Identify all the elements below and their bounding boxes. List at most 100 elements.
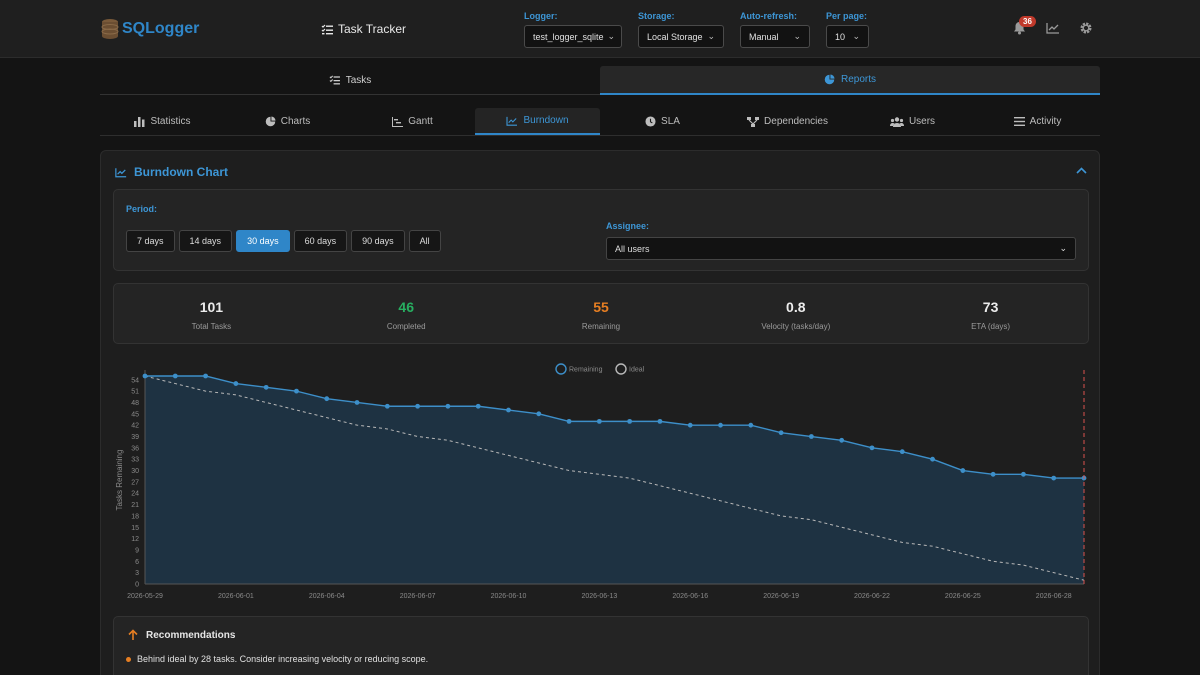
logger-select[interactable]: test_logger_sqlite ⌄ [524, 25, 622, 48]
tab-tasks[interactable]: Tasks [100, 66, 600, 95]
remaining-point [233, 381, 239, 386]
x-tick-label: 2026-06-28 [1036, 593, 1072, 600]
remaining-point [960, 468, 966, 473]
main-tabs: Tasks Reports [100, 66, 1100, 95]
chart-line-icon[interactable] [1045, 20, 1061, 36]
tab-activity[interactable]: Activity [975, 108, 1100, 135]
remaining-point [324, 396, 330, 402]
chevron-up-icon[interactable] [1076, 163, 1087, 177]
ideal-line [144, 375, 1085, 581]
stat-label: Completed [386, 322, 426, 331]
chevron-down-icon: ⌄ [852, 31, 860, 41]
period-all-button[interactable]: All [408, 230, 441, 252]
x-tick-label: 2026-06-22 [854, 593, 890, 600]
storage-value: Local Storage [647, 31, 703, 42]
x-tick-label: 2026-06-16 [672, 593, 708, 600]
clock-icon [645, 116, 656, 127]
app-title[interactable]: Task Tracker [321, 22, 406, 36]
auto-refresh-value: Manual [749, 31, 779, 42]
tab-dependencies[interactable]: Dependencies [725, 108, 850, 135]
notification-badge: 36 [1019, 16, 1036, 27]
tab-charts[interactable]: Charts [225, 108, 350, 135]
tab-dependencies-label: Dependencies [764, 116, 828, 127]
gantt-icon [392, 116, 404, 127]
storage-select[interactable]: Local Storage ⌄ [638, 25, 724, 48]
recommendation-item: Behind ideal by 28 tasks. Consider incre… [126, 654, 428, 664]
tab-statistics[interactable]: Statistics [100, 108, 225, 135]
panel-title: Burndown Chart [134, 165, 228, 179]
legend-remaining-swatch [555, 363, 567, 375]
app-logo[interactable]: SQLogger [100, 17, 199, 41]
tab-statistics-label: Statistics [150, 116, 191, 127]
period-60-days-button[interactable]: 60 days [293, 230, 348, 252]
recommendations-title: Recommendations [146, 629, 236, 641]
remaining-point [142, 373, 148, 379]
tab-users-label: Users [908, 116, 936, 127]
tab-gantt[interactable]: Gantt [350, 108, 475, 135]
stat-completed: 46 Completed [309, 284, 504, 343]
remaining-line [145, 375, 1084, 479]
auto-refresh-label: Auto-refresh: [740, 11, 798, 21]
y-tick-label: 3 [135, 570, 139, 577]
y-tick-label: 30 [131, 468, 139, 475]
tab-burndown-label: Burndown [523, 115, 569, 126]
bar-chart-icon [134, 116, 145, 127]
tasks-icon [329, 75, 340, 85]
panel-header[interactable]: Burndown Chart [115, 165, 228, 179]
stat-label: ETA (days) [971, 322, 1011, 331]
remaining-point [506, 407, 511, 413]
x-tick-label: 2026-06-01 [218, 593, 254, 600]
tab-gantt-label: Gantt [408, 116, 433, 127]
assignee-select[interactable]: All users ⌄ [606, 237, 1076, 260]
y-tick-label: 33 [131, 457, 139, 464]
remaining-point [566, 418, 572, 424]
stat-value: 55 [593, 299, 609, 315]
tab-tasks-label: Tasks [345, 74, 372, 86]
remaining-point [294, 388, 299, 394]
period-90-days-button[interactable]: 90 days [351, 230, 405, 252]
pie-chart-icon [265, 116, 276, 127]
per-page-value: 10 [835, 31, 846, 42]
auto-refresh-select[interactable]: Manual ⌄ [740, 25, 810, 48]
stat-velocity: 0.8 Velocity (tasks/day) [698, 284, 893, 343]
per-page-select[interactable]: 10 ⌄ [826, 25, 869, 48]
y-tick-label: 36 [131, 445, 139, 452]
remaining-point [1021, 471, 1026, 477]
list-icon [1013, 117, 1025, 126]
database-icon [101, 19, 119, 39]
tab-activity-label: Activity [1029, 116, 1062, 127]
y-tick-label: 45 [131, 411, 139, 418]
x-tick-label: 2026-06-07 [400, 593, 436, 600]
y-tick-label: 42 [131, 423, 139, 430]
tab-sla[interactable]: SLA [600, 108, 725, 135]
period-14-days-button[interactable]: 14 days [178, 230, 233, 252]
y-tick-label: 27 [131, 479, 139, 486]
tab-reports[interactable]: Reports [600, 66, 1100, 95]
stat-label: Total Tasks [191, 322, 232, 331]
top-navbar: SQLogger Task Tracker Logger: test_logge… [0, 0, 1200, 58]
y-tick-label: 18 [131, 513, 139, 520]
remaining-point [657, 418, 663, 424]
x-tick-label: 2026-06-04 [309, 593, 345, 600]
auto-refresh-control: Auto-refresh: Manual ⌄ [740, 11, 810, 48]
pie-chart-icon [824, 74, 835, 85]
y-tick-label: 48 [131, 400, 139, 407]
remaining-point [1051, 475, 1057, 481]
remaining-point [687, 422, 693, 428]
stat-eta: 73 ETA (days) [893, 284, 1088, 343]
remaining-point [990, 471, 996, 477]
remaining-point [839, 437, 845, 443]
chevron-down-icon: ⌄ [707, 31, 715, 41]
stat-value: 101 [199, 299, 224, 315]
stats-summary: 101 Total Tasks 46 Completed 55 Remainin… [113, 283, 1089, 344]
remaining-point [930, 456, 935, 462]
tab-users[interactable]: Users [850, 108, 975, 135]
logger-control: Logger: test_logger_sqlite ⌄ [524, 11, 622, 48]
remaining-point [627, 418, 633, 424]
period-30-days-button[interactable]: 30 days [236, 230, 290, 252]
tab-burndown[interactable]: Burndown [475, 108, 600, 135]
remaining-point [445, 403, 451, 409]
period-7-days-button[interactable]: 7 days [126, 230, 175, 252]
gear-icon[interactable] [1078, 20, 1094, 36]
assignee-value: All users [615, 243, 650, 254]
